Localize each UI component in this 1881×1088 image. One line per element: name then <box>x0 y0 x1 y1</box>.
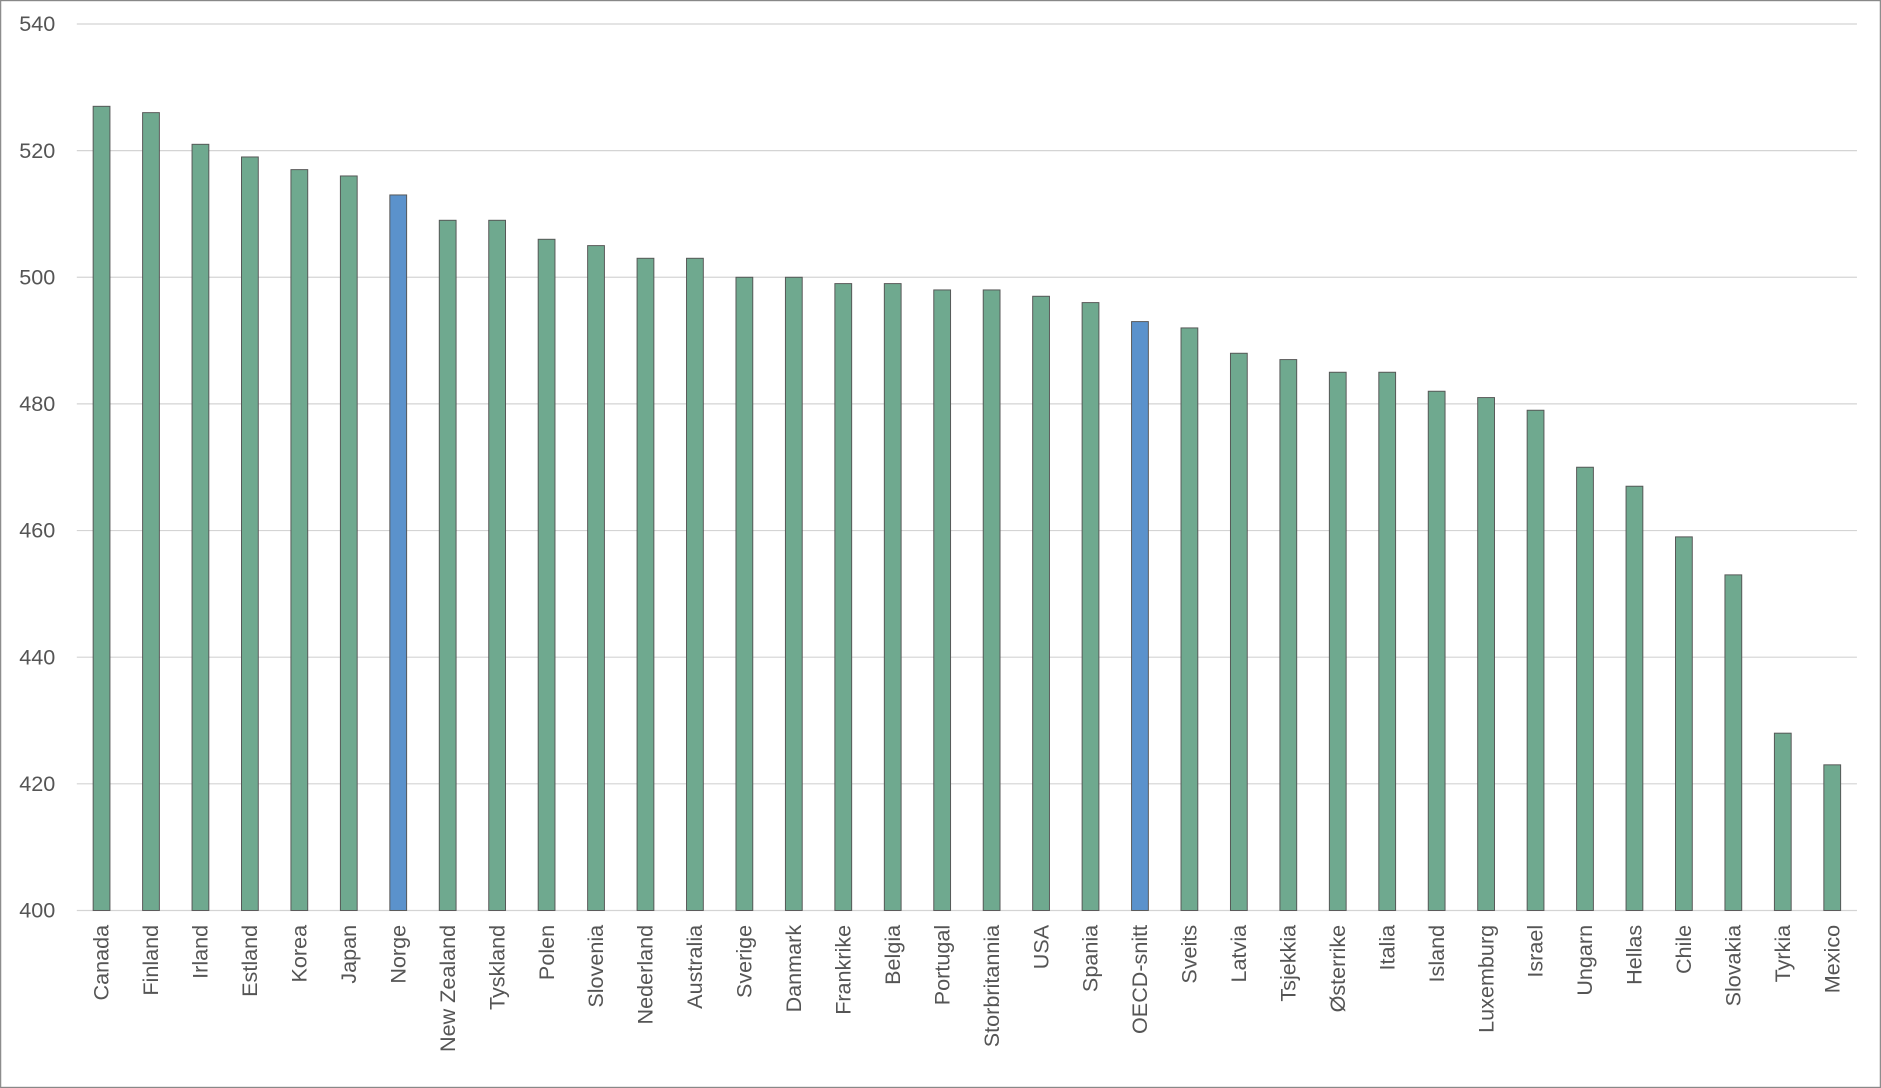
x-tick-label: Luxemburg <box>1473 925 1498 1033</box>
x-tick-label: Hellas <box>1622 925 1647 985</box>
y-tick-label: 520 <box>19 138 55 163</box>
x-tick-label: Mexico <box>1819 925 1844 993</box>
bar <box>339 175 358 911</box>
x-tick-label: New Zealand <box>435 925 460 1052</box>
bar <box>1180 327 1199 911</box>
x-tick-label: Slovakia <box>1721 925 1746 1007</box>
bar <box>834 283 853 911</box>
bar <box>438 219 457 911</box>
bar <box>1279 359 1298 911</box>
x-tick-label: Canada <box>89 925 114 1001</box>
x-tick-label: USA <box>1028 924 1053 969</box>
bar <box>191 143 210 911</box>
x-tick-label: Italia <box>1374 925 1399 971</box>
bar <box>537 238 556 911</box>
bar <box>488 219 507 911</box>
bar <box>241 156 259 911</box>
bar <box>1081 302 1100 911</box>
x-tick-label: Nederland <box>633 925 658 1025</box>
x-tick-label: Spania <box>1078 925 1103 992</box>
bar <box>1477 397 1495 911</box>
bar <box>636 257 655 911</box>
y-tick-label: 440 <box>19 644 55 669</box>
x-tick-label: Island <box>1424 925 1449 983</box>
x-tick-label: Korea <box>287 925 312 983</box>
y-tick-label: 540 <box>19 11 55 36</box>
x-tick-label: Irland <box>188 925 213 979</box>
x-tick-label: Latvia <box>1226 925 1251 983</box>
bar <box>982 289 1001 911</box>
x-tick-label: Belgia <box>880 925 905 985</box>
x-tick-label: Portugal <box>929 925 954 1005</box>
x-tick-label: Sverige <box>732 925 757 998</box>
bar <box>389 194 408 911</box>
bar <box>883 283 902 911</box>
bar <box>1032 295 1050 911</box>
x-tick-label: Østerrike <box>1325 925 1350 1013</box>
bar <box>1675 536 1693 911</box>
bar <box>1823 764 1842 911</box>
y-tick-label: 420 <box>19 771 55 796</box>
x-tick-label: Norge <box>385 925 410 984</box>
y-tick-label: 460 <box>19 518 55 543</box>
x-tick-label: Frankrike <box>830 925 855 1015</box>
bar <box>735 276 754 911</box>
x-tick-label: Sveits <box>1177 925 1202 984</box>
x-tick-label: Tyrkia <box>1770 925 1795 983</box>
x-tick-label: Chile <box>1671 925 1696 974</box>
bar <box>587 245 605 911</box>
x-tick-label: Slovenia <box>583 925 608 1008</box>
bar <box>1724 574 1743 911</box>
x-tick-label: Australia <box>682 925 707 1009</box>
x-tick-label: Tsjekkia <box>1276 925 1301 1002</box>
x-tick-label: Estland <box>237 925 262 997</box>
x-tick-label: Ungarn <box>1572 925 1597 996</box>
x-tick-label: Japan <box>336 925 361 984</box>
y-tick-label: 480 <box>19 391 55 416</box>
bar <box>1427 390 1446 911</box>
bar <box>1378 371 1397 911</box>
x-tick-label: OECD-snitt <box>1127 925 1152 1034</box>
bar <box>933 289 952 911</box>
x-tick-label: Israel <box>1523 925 1548 978</box>
bar <box>1576 466 1594 911</box>
bar <box>1131 321 1149 911</box>
bar <box>1526 409 1545 911</box>
bar <box>1229 352 1248 911</box>
x-tick-label: Storbritannia <box>979 925 1004 1047</box>
bar <box>1625 485 1644 911</box>
bar <box>686 257 704 911</box>
bar <box>1328 371 1347 911</box>
bar <box>142 112 160 911</box>
x-tick-label: Finland <box>138 925 163 996</box>
bar <box>290 169 309 911</box>
x-tick-label: Tyskland <box>484 925 509 1010</box>
x-tick-label: Polen <box>534 925 559 980</box>
bar <box>92 105 111 911</box>
y-tick-label: 400 <box>19 898 55 923</box>
bar <box>1773 732 1792 911</box>
y-tick-label: 500 <box>19 264 55 289</box>
bar <box>784 276 803 911</box>
x-tick-label: Danmark <box>781 925 806 1013</box>
